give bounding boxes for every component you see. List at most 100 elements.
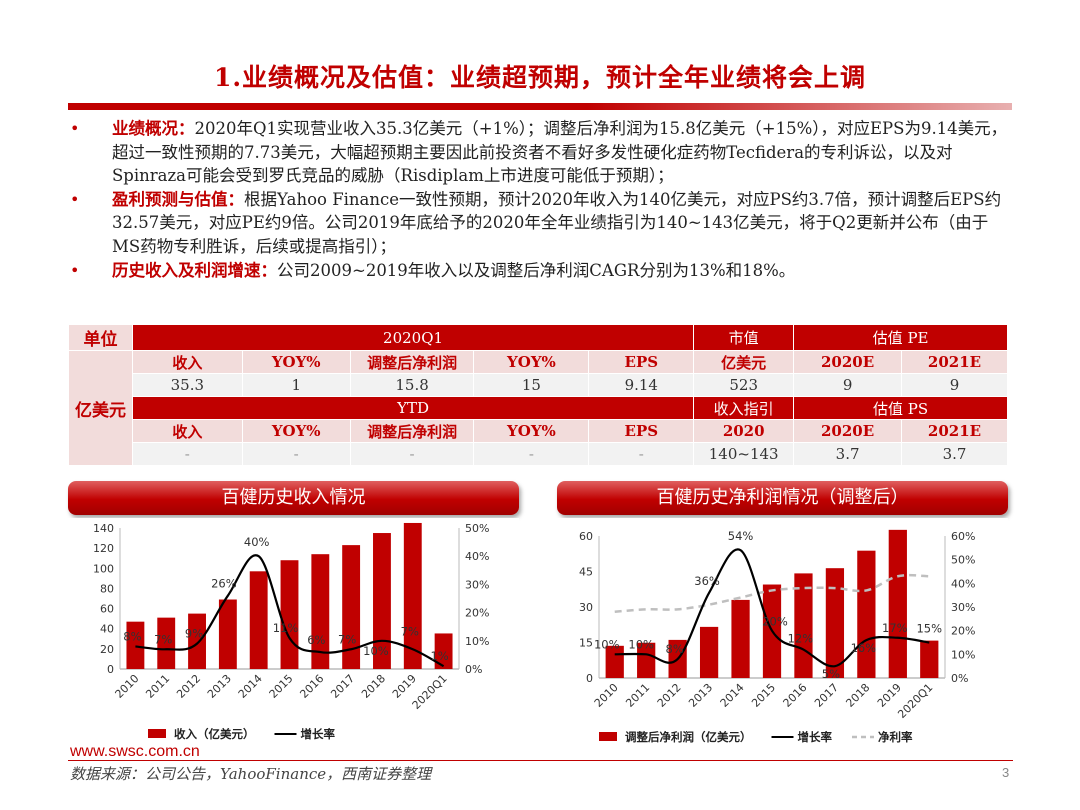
y-tick-right: 10%	[951, 648, 975, 661]
table-cell: -	[349, 442, 475, 466]
bar	[280, 560, 299, 669]
y-tick-right: 30%	[465, 578, 489, 591]
y-tick-left: 60	[100, 603, 114, 616]
footer-divider	[68, 760, 1013, 761]
y-tick-left: 40	[100, 623, 114, 636]
legend-label: 净利率	[878, 730, 913, 744]
table-cell: 1	[241, 373, 351, 397]
x-tick-label: 2010	[113, 672, 142, 701]
table-cell: -	[131, 442, 243, 466]
col-header: 2020	[693, 419, 795, 443]
x-tick-label: 2016	[297, 672, 326, 701]
revenue-chart-title: 百健历史收入情况	[68, 481, 519, 515]
unit-label: 单位	[68, 324, 133, 351]
growth-data-label: 7%	[338, 632, 356, 646]
legend-swatch-bar	[148, 729, 166, 738]
legend-label: 调整后净利润（亿美元）	[625, 730, 752, 744]
footer-url: www.swsc.com.cn	[70, 743, 200, 760]
table-cell: 523	[693, 373, 795, 397]
y-tick-left: 15	[579, 637, 593, 650]
legend-label: 收入（亿美元）	[174, 727, 255, 741]
net-margin-line	[614, 573, 930, 613]
growth-data-label: 8%	[123, 629, 141, 643]
bar	[373, 533, 391, 669]
y-tick-left: 0	[586, 672, 593, 685]
valuation-pe-header: 估值 PE	[793, 324, 1008, 351]
guidance-header: 收入指引	[693, 396, 795, 420]
x-tick-label: 2013	[205, 672, 234, 701]
x-tick-label: 2015	[749, 681, 778, 710]
col-header: 收入	[131, 419, 243, 443]
bar	[825, 568, 845, 678]
x-tick-label: 2019	[875, 681, 904, 710]
bullet-history: • 历史收入及利润增速：公司2009~2019年收入以及调整后净利润CAGR分别…	[70, 259, 1015, 283]
bullet-dot: •	[70, 119, 80, 138]
col-header: 2021E	[901, 419, 1008, 443]
growth-line	[135, 554, 445, 668]
valuation-ps-header: 估值 PS	[793, 396, 1008, 420]
table-cell: -	[588, 442, 695, 466]
bar	[157, 617, 176, 669]
y-tick-right: 20%	[465, 607, 489, 620]
y-tick-right: 30%	[951, 601, 975, 614]
y-tick-left: 100	[93, 562, 114, 575]
x-tick-label: 2014	[718, 681, 747, 710]
bullet-forecast: • 盈利预测与估值：根据Yahoo Finance一致性预期，预计2020年收入…	[70, 188, 1015, 259]
bar	[888, 529, 907, 678]
col-header: YOY%	[473, 419, 590, 443]
bullet-key: 历史收入及利润增速：	[112, 260, 277, 280]
growth-data-label: 7%	[401, 624, 419, 638]
bar	[218, 599, 237, 669]
col-header: EPS	[588, 350, 695, 374]
section-period-q1: 2020Q1	[131, 324, 695, 351]
bar	[403, 522, 422, 669]
profit-chart-title: 百健历史净利润情况（调整后）	[557, 481, 1008, 515]
col-header: 收入	[131, 350, 243, 374]
y-tick-right: 10%	[465, 635, 489, 648]
growth-data-label: 36%	[694, 574, 720, 588]
growth-data-label: 12%	[788, 632, 814, 646]
unit-value: 亿美元	[68, 350, 133, 466]
x-tick-label: 2018	[843, 681, 872, 710]
table-cell: 3.7	[901, 442, 1008, 466]
x-tick-label: 2017	[812, 681, 841, 710]
col-header: 2021E	[901, 350, 1008, 374]
growth-data-label: 26%	[211, 577, 237, 591]
bullet-list: • 业绩概况：2020年Q1实现营业收入35.3亿美元（+1%）；调整后净利润为…	[70, 117, 1015, 282]
table-cell: 9.14	[588, 373, 695, 397]
legend-label: 增长率	[798, 730, 833, 744]
x-tick-label: 2010	[592, 681, 621, 710]
profit-chart: 0 15 30 45 60 0% 10% 20% 30% 40% 50% 60% 2010 2011 201…	[557, 518, 1008, 748]
y-tick-left: 30	[579, 601, 593, 614]
col-header: 2020E	[793, 419, 903, 443]
growth-data-label: 20%	[762, 615, 788, 629]
growth-data-label: 54%	[728, 529, 754, 543]
y-tick-right: 0%	[951, 672, 968, 685]
footer-source: 数据来源：公司公告，YahooFinance，西南证券整理	[70, 765, 432, 783]
bar	[342, 545, 361, 669]
table-cell: 35.3	[131, 373, 243, 397]
section-period-ytd: YTD	[131, 396, 695, 420]
table-cell: 15.8	[349, 373, 475, 397]
growth-data-label: 9%	[185, 627, 203, 641]
table-cell: 15	[473, 373, 590, 397]
x-tick-label: 2012	[174, 672, 203, 701]
bar	[637, 642, 656, 678]
table-cell: -	[473, 442, 590, 466]
bar	[434, 633, 453, 669]
col-header: 亿美元	[693, 350, 795, 374]
y-tick-right: 50%	[465, 522, 489, 535]
growth-data-label: 11%	[273, 621, 299, 635]
table-cell: 3.7	[793, 442, 903, 466]
col-header: 2020E	[793, 350, 903, 374]
y-tick-right: 40%	[951, 577, 975, 590]
table-cell: 9	[901, 373, 1008, 397]
page-title: 1.业绩概况及估值：业绩超预期，预计全年业绩将会上调	[213, 63, 867, 92]
table-cell: 140~143	[693, 442, 795, 466]
bar	[249, 571, 268, 669]
bullet-performance: • 业绩概况：2020年Q1实现营业收入35.3亿美元（+1%）；调整后净利润为…	[70, 117, 1015, 188]
growth-data-label: 10%	[628, 637, 654, 651]
growth-data-label: 10%	[594, 637, 620, 651]
y-tick-left: 60	[579, 530, 593, 543]
